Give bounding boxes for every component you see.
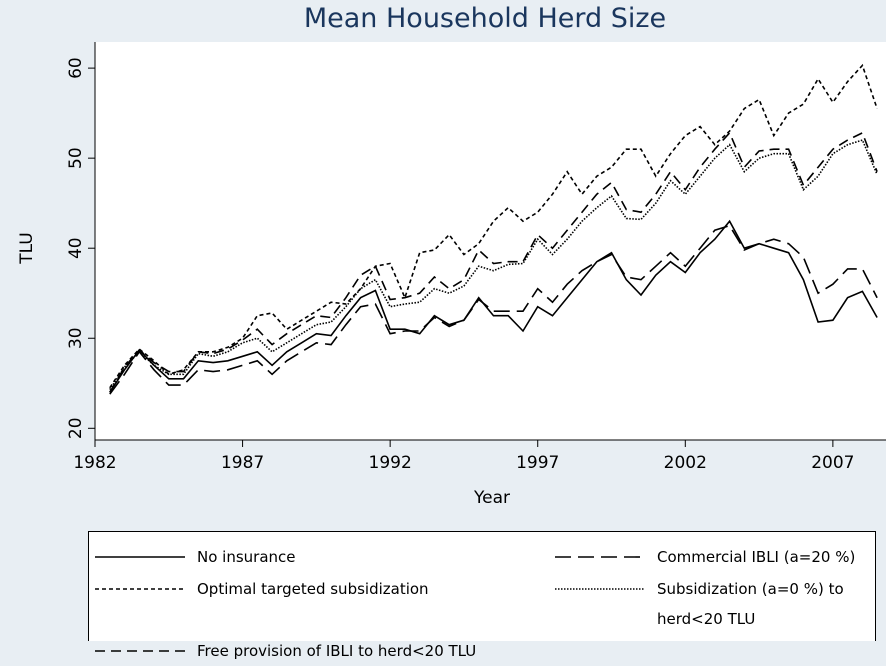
x-axis-label: Year bbox=[473, 488, 510, 508]
y-tick-label: 40 bbox=[66, 237, 86, 259]
x-tick-label: 2002 bbox=[664, 453, 707, 473]
x-tick-label: 1997 bbox=[516, 453, 559, 473]
series-line bbox=[109, 131, 878, 393]
x-tick-label: 2007 bbox=[811, 453, 854, 473]
y-tick-label: 30 bbox=[66, 327, 86, 349]
y-tick-label: 20 bbox=[66, 417, 86, 439]
legend: No insurance Commercial IBLI (a=20 %) Opti… bbox=[88, 531, 876, 660]
legend-swatch bbox=[555, 556, 645, 558]
legend-item: No insurance bbox=[95, 542, 555, 572]
y-tick-label: 50 bbox=[66, 147, 86, 169]
legend-label: Commercial IBLI (a=20 %) bbox=[657, 548, 856, 566]
x-tick-label: 1982 bbox=[73, 453, 116, 473]
legend-swatch bbox=[95, 556, 185, 558]
series-line bbox=[109, 219, 878, 393]
chart-title: Mean Household Herd Size bbox=[304, 3, 666, 34]
legend-label: Subsidization (a=0 %) to herd<20 TLU bbox=[657, 580, 844, 628]
y-axis-label: TLU bbox=[17, 232, 37, 264]
legend-swatch bbox=[95, 588, 185, 590]
page: Mean Household Herd Size Year TLU 20 30 40… bbox=[17, 3, 886, 660]
series-line bbox=[109, 224, 878, 395]
legend-item: Subsidization (a=0 %) to herd<20 TLU bbox=[555, 574, 875, 634]
chart: Mean Household Herd Size Year TLU 20 30 40… bbox=[17, 3, 886, 508]
x-tick-label: 1992 bbox=[369, 453, 412, 473]
legend-item: Commercial IBLI (a=20 %) bbox=[555, 542, 875, 572]
legend-item: Optimal targeted subsidization bbox=[95, 574, 555, 634]
series-line bbox=[109, 63, 878, 389]
plot-area bbox=[95, 42, 886, 440]
legend-label: Optimal targeted subsidization bbox=[197, 580, 429, 598]
legend-swatch bbox=[555, 588, 645, 590]
y-tick-label: 60 bbox=[66, 57, 86, 79]
legend-label: No insurance bbox=[197, 548, 296, 566]
x-tick-label: 1987 bbox=[221, 453, 264, 473]
series-line bbox=[109, 139, 878, 391]
